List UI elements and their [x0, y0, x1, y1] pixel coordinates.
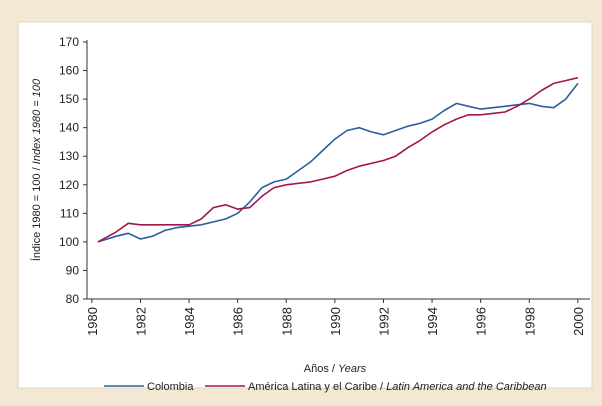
series-line	[97, 82, 579, 243]
x-tick-label: 1994	[425, 307, 440, 336]
x-tick-label: 1996	[474, 307, 489, 336]
y-axis-label: Índice 1980 = 100 / Index 1980 = 100	[30, 78, 43, 261]
x-tick-label: 1998	[522, 307, 537, 336]
x-tick-label: 1982	[133, 307, 148, 336]
series-line	[97, 76, 579, 243]
legend: Colombia América Latina y el Caribe / La…	[104, 381, 547, 393]
y-tick-label: 100	[59, 235, 79, 249]
y-tick-label: 110	[60, 206, 79, 220]
legend-label: Colombia	[147, 381, 194, 393]
x-axis-label: Años / Years	[304, 363, 367, 375]
y-tick-label: 120	[59, 178, 79, 192]
legend-label: América Latina y el Caribe / Latin Ameri…	[248, 381, 547, 393]
y-tick-label: 80	[66, 292, 80, 306]
y-tick-label: 140	[59, 121, 79, 135]
x-tick-label: 1988	[279, 307, 294, 336]
y-tick-label: 160	[59, 64, 79, 78]
x-tick-label: 2000	[571, 307, 586, 336]
y-tick-label: 90	[66, 263, 80, 277]
panel	[17, 21, 593, 389]
x-tick-label: 1992	[376, 307, 391, 336]
y-tick-label: 130	[59, 149, 79, 163]
x-tick-label: 1980	[85, 307, 100, 336]
x-tick-label: 1990	[328, 307, 343, 336]
y-tick-label: 150	[59, 92, 79, 106]
x-tick-label: 1986	[231, 307, 246, 336]
y-tick-label: 170	[59, 35, 79, 49]
x-tick-label: 1984	[182, 307, 197, 336]
